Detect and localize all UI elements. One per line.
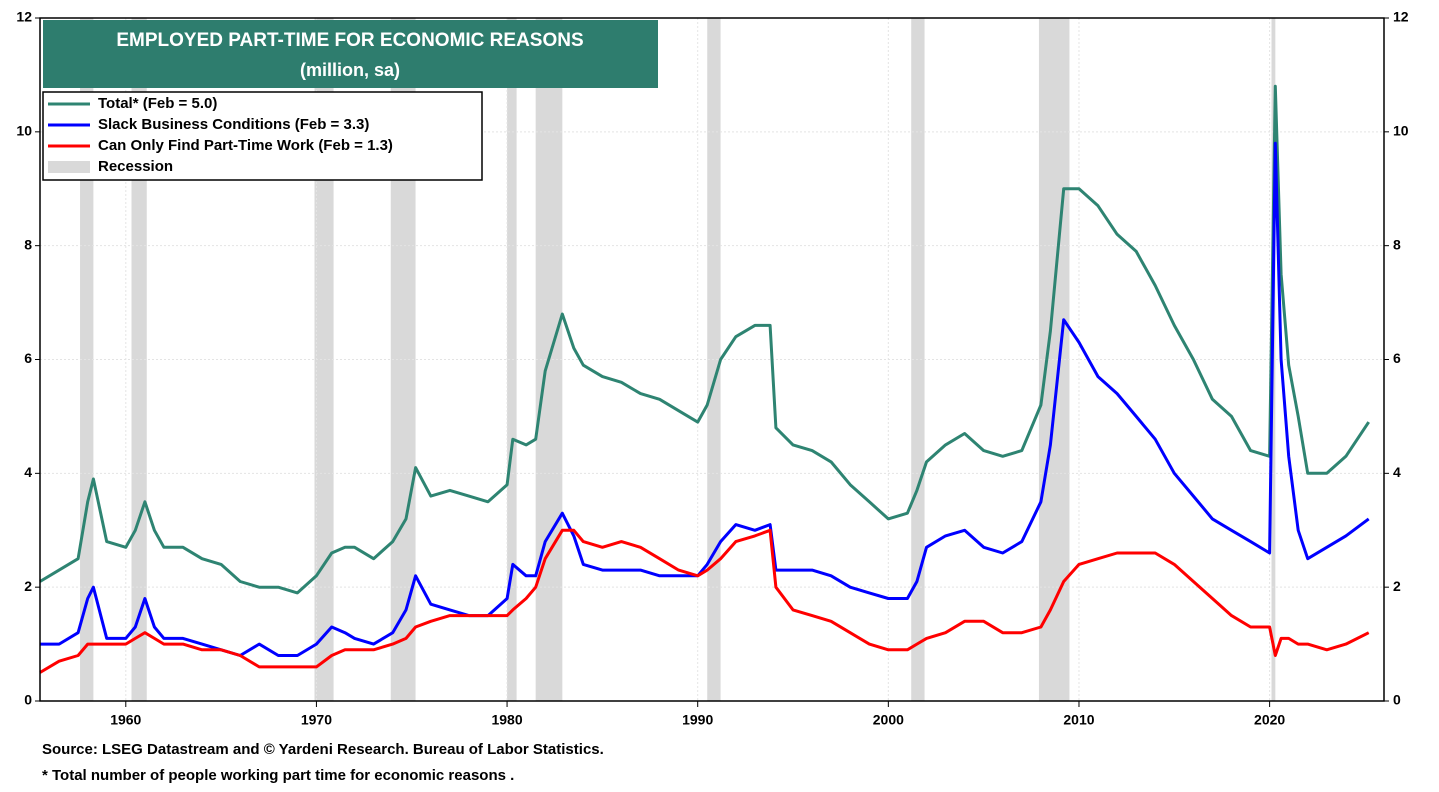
chart-title: EMPLOYED PART-TIME FOR ECONOMIC REASONS [116,30,583,51]
x-tick-label: 1980 [491,712,522,728]
y2-tick-label: 6 [1393,350,1401,366]
source-note: Source: LSEG Datastream and © Yardeni Re… [42,741,604,758]
x-tick-label: 1990 [682,712,713,728]
y2-tick-label: 0 [1393,692,1401,708]
y-tick-label: 2 [24,578,32,594]
legend-label: Slack Business Conditions (Feb = 3.3) [98,116,369,133]
y-tick-label: 0 [24,692,32,708]
x-tick-label: 1970 [301,712,332,728]
series-line [39,528,1370,674]
series-line [39,84,1370,595]
plot-lines [39,84,1370,674]
y-tick-label: 8 [24,236,32,252]
x-tick-label: 1960 [110,712,141,728]
recession-band [507,18,517,701]
y-tick-label: 10 [16,123,32,139]
series-line [40,141,1370,657]
chart-subtitle: (million, sa) [300,60,400,80]
y-tick-label: 4 [24,464,32,480]
x-tick-label: 2010 [1063,712,1094,728]
legend-label: Can Only Find Part-Time Work (Feb = 1.3) [98,137,393,154]
x-tick-label: 2020 [1254,712,1285,728]
legend-label: Recession [98,158,173,175]
legend [42,91,483,181]
x-tick-label: 2000 [873,712,904,728]
title-box [43,20,658,88]
y2-tick-label: 4 [1393,464,1401,480]
y2-tick-label: 10 [1393,123,1409,139]
legend-swatch [48,161,90,173]
y2-tick-label: 2 [1393,578,1401,594]
y2-tick-label: 8 [1393,236,1401,252]
y2-tick-label: 12 [1393,9,1409,25]
legend-label: Total* (Feb = 5.0) [98,95,217,112]
y-tick-label: 6 [24,350,32,366]
y-tick-label: 12 [16,9,32,25]
footnote: * Total number of people working part ti… [42,767,514,784]
